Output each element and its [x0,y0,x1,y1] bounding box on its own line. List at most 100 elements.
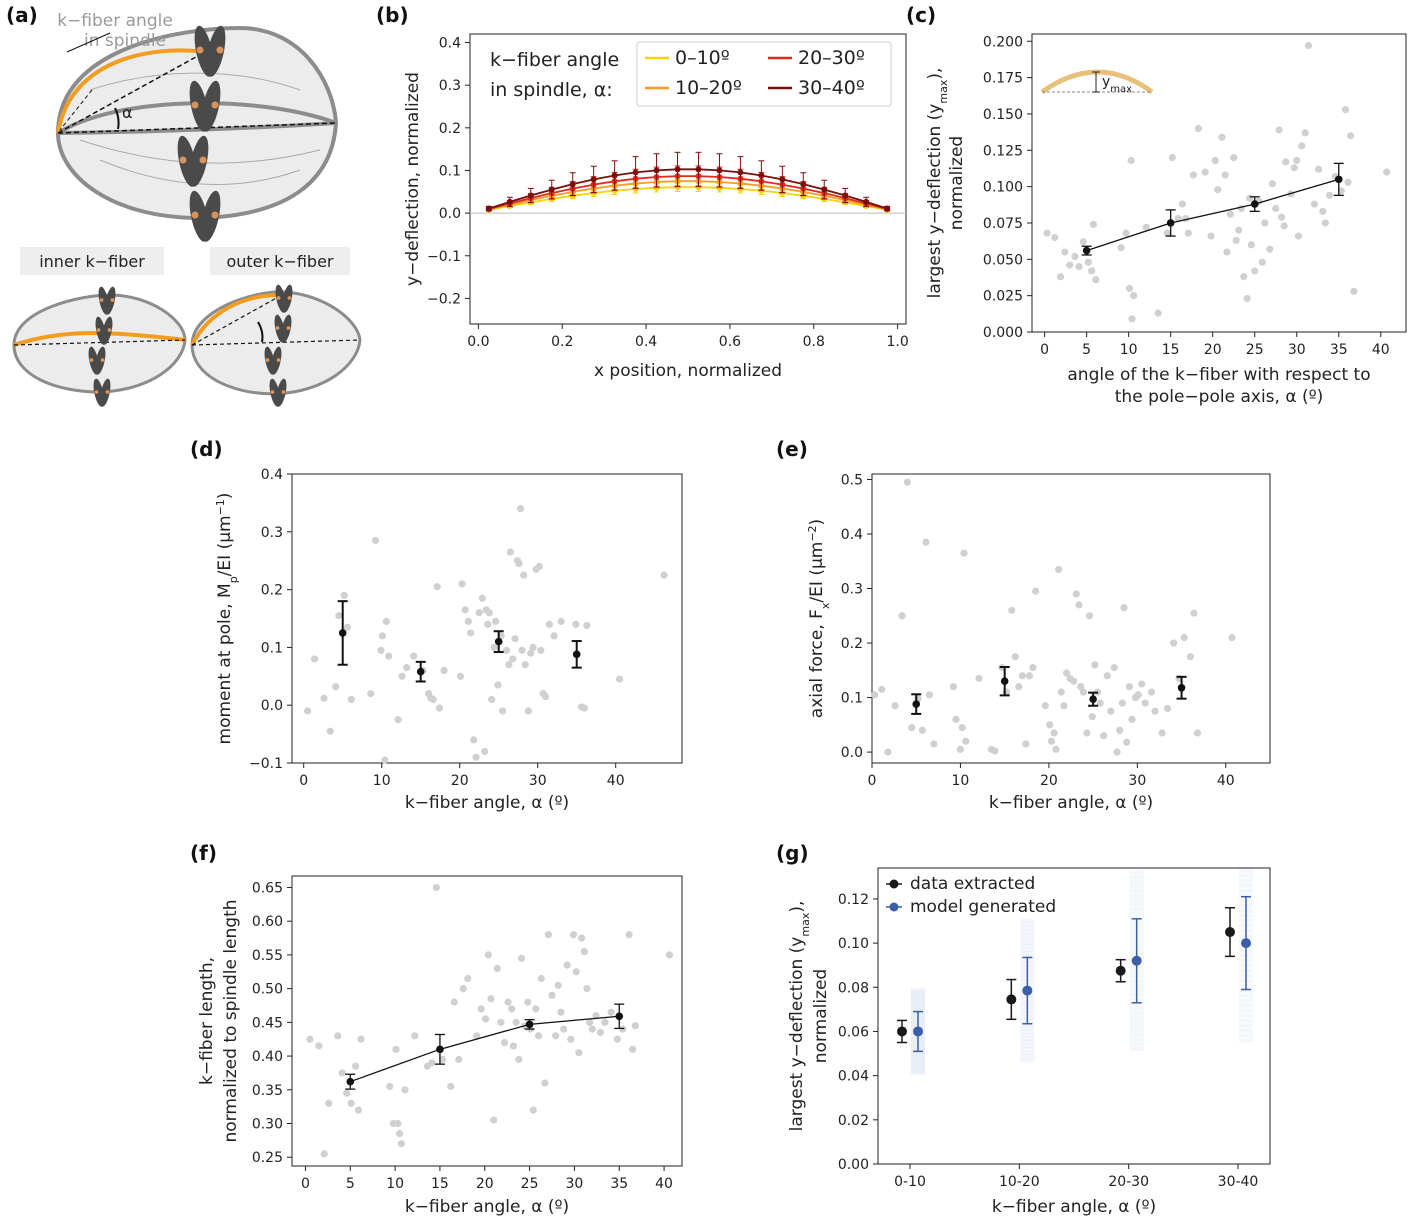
scatter-point [550,632,558,640]
scatter-point [1079,688,1087,696]
series-point [842,192,849,199]
scatter-point [616,675,624,683]
scatter-point [1184,229,1192,237]
scatter-point [450,998,458,1006]
kinetochore-dot [179,156,187,164]
scatter-point [440,666,448,675]
series-point [863,198,870,205]
scatter-point [1077,683,1085,691]
kinetochore-dot [270,390,275,394]
scatter-point [898,612,906,620]
y-tick-label: 0.025 [983,289,1023,305]
scatter-point [511,635,519,643]
scatter-point [1310,200,1318,208]
scatter-point [903,478,911,486]
x-tick-label: 0.6 [719,334,741,350]
binned-mean-line [350,1015,620,1083]
x-tick-label: 30 [1128,773,1146,789]
scatter-point [551,1032,560,1040]
model-distribution-sample [911,1056,925,1061]
kinetochore-dot [287,296,292,300]
model-distribution-sample [1020,1033,1035,1038]
scatter-point [1071,252,1079,261]
scatter-point [529,1106,537,1114]
model-distribution-sample [911,989,925,994]
kinetochore-dot [94,390,99,394]
scatter-point [1061,248,1069,256]
series-point [1006,994,1017,1005]
x-axis-label: x position, normalized [594,361,782,381]
model-distribution-sample [911,991,925,996]
y-tick-label: 0.2 [439,121,461,137]
x-tick-label: 5 [346,1176,355,1192]
x-tick-label: 0 [299,773,308,789]
scatter-point [534,1032,543,1040]
model-distribution-sample [911,1071,925,1076]
scatter-point [1218,133,1226,141]
outer-label-box [210,247,350,275]
scatter-point [1117,244,1125,252]
legend-entry: 20–30º [798,47,865,69]
scatter-point [1293,156,1301,165]
model-distribution-sample [1239,1023,1253,1028]
chromatid-shape [94,346,106,375]
model-distribution-sample [911,994,925,999]
chromosome-icon [274,314,292,343]
y-tick-label: 0.35 [252,1083,283,1099]
scatter-point [1128,315,1136,323]
model-distribution-sample [1020,954,1035,959]
scatter-point [991,747,999,755]
series-point [485,205,492,212]
x-tick-label: 10 [952,773,970,789]
series-point [1225,927,1235,938]
inner-label-box [20,247,164,275]
scatter-point [1341,105,1350,114]
binned-mean-point [912,700,921,708]
scatter-point [563,961,571,969]
scatter-point [1072,590,1080,598]
scatter-point [1240,273,1248,281]
scatter-point [1228,633,1236,642]
scatter-point [509,655,517,663]
x-tick-label: 40 [607,773,625,789]
chromatid-shape [201,80,221,132]
scatter-point [447,1082,455,1091]
scatter-point [660,571,668,579]
scatter-point [1163,229,1171,237]
series-point [1131,955,1142,966]
series-point [800,181,807,188]
scatter-point [524,998,532,1006]
legend-entry: 10–20º [675,77,742,99]
scatter-point [493,964,501,972]
y-tick-label: 0.2 [841,636,863,652]
model-distribution-sample [911,998,925,1003]
scatter-point [464,617,472,625]
model-distribution-sample [911,1000,925,1005]
scatter-point [529,643,537,652]
scatter-point [1383,168,1391,176]
scatter-point [1055,565,1063,574]
series-point [674,166,681,173]
legend-entry: model generated [910,897,1056,917]
x-tick-label: 0.4 [635,334,657,350]
x-tick-label: 20 [1040,773,1058,789]
model-distribution-sample [1020,929,1035,934]
scatter-point [343,623,351,631]
inner-spindle-diagram [12,286,187,407]
legend-title-line1: k−fiber angle [490,49,619,71]
model-distribution-sample [1020,943,1035,948]
scatter-point [335,612,343,620]
x-axis-label: k−fiber angle, α (º) [405,793,569,813]
scatter-point [1100,732,1108,740]
angle-arc [114,107,120,130]
legend-entry: data extracted [910,874,1035,894]
y-tick-label: 0.000 [983,325,1023,341]
scatter-point [456,672,465,680]
scatter-point [340,591,348,599]
scatter-point [1186,653,1194,661]
chromosome-icon [194,25,226,77]
model-distribution-sample [911,1058,925,1063]
y-axis-label-line2: normalized to spindle length [221,899,241,1142]
model-distribution-sample [1129,902,1144,907]
scatter-point [1116,726,1124,734]
